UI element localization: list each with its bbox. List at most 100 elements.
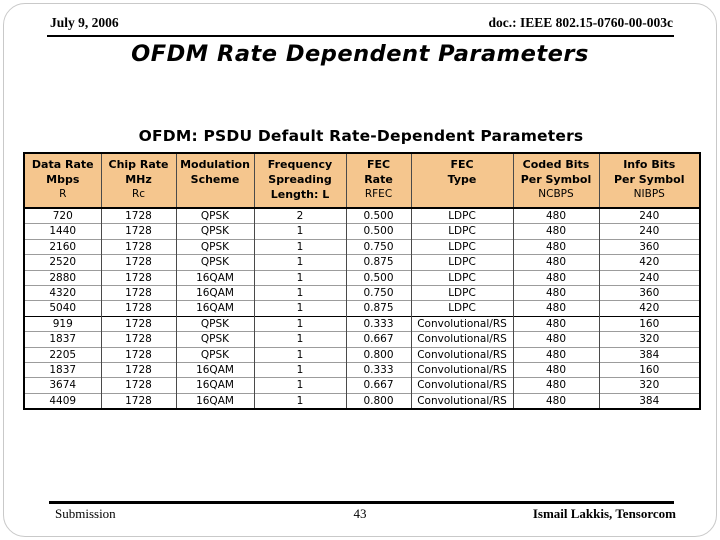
table-cell: 0.667 — [345, 331, 411, 348]
table-cell: 480 — [512, 377, 599, 394]
table-cell: 1728 — [100, 300, 176, 317]
table-cell: 0.750 — [345, 238, 411, 255]
column-header: Frequency Spreading Length: L — [253, 153, 346, 209]
table-cell: 4409 — [24, 392, 101, 410]
table-row: 3674 1728 16QAM 1 0.667 Convolutional/RS 480 32… — [24, 377, 700, 394]
column-header: FEC Rate RFEC — [345, 153, 411, 209]
table-cell: QPSK — [175, 223, 254, 240]
slide-title: OFDM Rate Dependent Parameters — [131, 41, 589, 67]
table-cell: 480 — [512, 208, 599, 224]
table-cell: 240 — [598, 269, 700, 286]
table-cell: 1 — [253, 269, 346, 286]
table-row: 1837 1728 QPSK 1 0.667 Convolutional/RS 480 320 — [24, 331, 700, 348]
column-header-line: Coded Bits — [522, 158, 590, 171]
table-cell: 1440 — [24, 223, 101, 240]
table-cell: 480 — [512, 285, 599, 301]
column-header: Data Rate Mbps R — [24, 153, 101, 209]
column-header-symbol: R — [59, 188, 67, 200]
table-cell: 1728 — [100, 208, 176, 224]
table-cell: QPSK — [175, 254, 254, 271]
table-cell: 16QAM — [175, 285, 254, 301]
header-rule — [47, 35, 674, 37]
table-cell: LDPC — [410, 285, 513, 301]
column-header-line: Mbps — [46, 173, 80, 186]
table-cell: 1837 — [24, 331, 101, 348]
table-cell: 16QAM — [175, 269, 254, 286]
table-cell: 1728 — [100, 285, 176, 301]
table-cell: 480 — [512, 346, 599, 363]
table-cell: 0.333 — [345, 315, 411, 332]
table-cell: 480 — [512, 238, 599, 255]
column-header-line: Modulation — [180, 158, 250, 171]
table-title: OFDM: PSDU Default Rate-Dependent Parame… — [138, 127, 584, 145]
table-cell: 2880 — [24, 269, 101, 286]
table-cell: 1 — [253, 300, 346, 317]
table-cell: 1 — [253, 285, 346, 301]
table-cell: 0.333 — [345, 362, 411, 378]
column-header-line: Data Rate — [31, 158, 94, 171]
table-cell: 160 — [598, 362, 700, 378]
footer-author: Ismail Lakkis, Tensorcom — [532, 506, 676, 521]
table-header-row: Data Rate Mbps R Chip Rate MHz Rc Modulation Sc… — [24, 153, 700, 209]
table-cell: 0.800 — [345, 392, 411, 410]
table-cell: 0.500 — [345, 223, 411, 240]
table-cell: 420 — [598, 254, 700, 271]
table-cell: 1 — [253, 362, 346, 378]
table-cell: 480 — [512, 223, 599, 240]
column-header-line: Spreading — [268, 173, 332, 186]
table-cell: QPSK — [175, 208, 254, 224]
table-cell: 1837 — [24, 362, 101, 378]
table-cell: 480 — [512, 362, 599, 378]
table-row: 1837 1728 16QAM 1 0.333 Convolutional/RS 480 16… — [24, 362, 700, 378]
column-header-line: Per Symbol — [520, 173, 592, 186]
footer-submission: Submission — [55, 506, 116, 521]
table-cell: 160 — [598, 315, 700, 332]
table-cell: 480 — [512, 254, 599, 271]
table-cell: 480 — [512, 331, 599, 348]
column-header-symbol: NCBPS — [538, 188, 574, 200]
column-header-line: Info Bits — [623, 158, 676, 171]
parameters-table: Data Rate Mbps R Chip Rate MHz Rc Modulation Sc… — [23, 152, 701, 411]
table-cell: 240 — [598, 208, 700, 224]
table-cell: Convolutional/RS — [410, 377, 513, 394]
table-cell: 1 — [253, 315, 346, 332]
table-row: 4320 1728 16QAM 1 0.750 LDPC 480 360 — [24, 285, 700, 301]
table-cell: 16QAM — [175, 392, 254, 410]
column-header: Coded Bits Per Symbol NCBPS — [512, 153, 599, 209]
table-body: 720 1728 QPSK 2 0.500 LDPC 480 240 1440 1728 QPSK 1… — [24, 208, 700, 410]
table-cell: 2160 — [24, 238, 101, 255]
table-cell: 1728 — [100, 346, 176, 363]
table-row: 2880 1728 16QAM 1 0.500 LDPC 480 240 — [24, 269, 700, 286]
table-cell: 1728 — [100, 392, 176, 410]
table-cell: 1 — [253, 377, 346, 394]
table-cell: Convolutional/RS — [410, 392, 513, 410]
table-cell: 360 — [598, 285, 700, 301]
table-cell: 0.875 — [345, 254, 411, 271]
table-row: 1440 1728 QPSK 1 0.500 LDPC 480 240 — [24, 223, 700, 240]
table-row: 919 1728 QPSK 1 0.333 Convolutional/RS 480 160 — [24, 315, 700, 332]
table-cell: 0.750 — [345, 285, 411, 301]
table-cell: 2520 — [24, 254, 101, 271]
table-cell: 384 — [598, 392, 700, 410]
column-header-line: Per Symbol — [613, 173, 685, 186]
table-row: 2160 1728 QPSK 1 0.750 LDPC 480 360 — [24, 238, 700, 255]
table-cell: 16QAM — [175, 377, 254, 394]
table-cell: 0.800 — [345, 346, 411, 363]
table-cell: QPSK — [175, 315, 254, 332]
table-cell: 0.500 — [345, 208, 411, 224]
table-cell: QPSK — [175, 331, 254, 348]
table-cell: 1728 — [100, 377, 176, 394]
column-header: FEC Type — [410, 153, 513, 209]
column-header-line: FEC — [450, 158, 474, 171]
column-header-line: MHz — [125, 173, 152, 186]
table-cell: QPSK — [175, 238, 254, 255]
table-cell: 1728 — [100, 254, 176, 271]
table-cell: 720 — [52, 210, 73, 222]
table-cell: 1 — [253, 346, 346, 363]
column-header-line: Scheme — [190, 173, 240, 186]
table-cell: 320 — [598, 377, 700, 394]
table-cell: 2205 — [24, 346, 101, 363]
table-cell: 1 — [253, 238, 346, 255]
table-cell: 5040 — [24, 300, 101, 317]
